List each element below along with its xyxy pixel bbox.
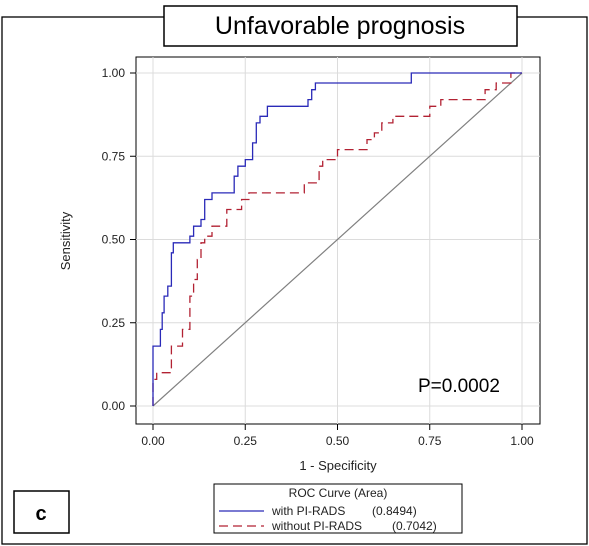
p-value-annotation: P=0.0002 <box>418 376 500 397</box>
legend-label-with-pi-rads: with PI-RADS <box>271 504 345 518</box>
legend-area-without-pi-rads: (0.7042) <box>392 519 437 533</box>
y-tick-label: 0.00 <box>102 399 126 413</box>
y-tick-label: 0.25 <box>102 316 126 330</box>
panel-letter: c <box>35 503 46 525</box>
legend-area-with-pi-rads: (0.8494) <box>372 504 417 518</box>
x-tick-label: 0.50 <box>326 434 350 448</box>
legend-label-without-pi-rads: without PI-RADS <box>271 519 362 533</box>
legend-title: ROC Curve (Area) <box>289 486 388 500</box>
x-axis-label: 1 - Specificity <box>299 458 377 473</box>
y-tick-label: 0.50 <box>102 233 126 247</box>
x-tick-label: 0.75 <box>418 434 442 448</box>
chart-title: Unfavorable prognosis <box>215 12 465 40</box>
x-tick-label: 0.00 <box>141 434 165 448</box>
x-tick-label: 1.00 <box>510 434 534 448</box>
y-tick-label: 0.75 <box>102 149 126 163</box>
y-tick-label: 1.00 <box>102 66 126 80</box>
y-axis-label: Sensitivity <box>58 211 73 270</box>
x-tick-label: 0.25 <box>234 434 258 448</box>
